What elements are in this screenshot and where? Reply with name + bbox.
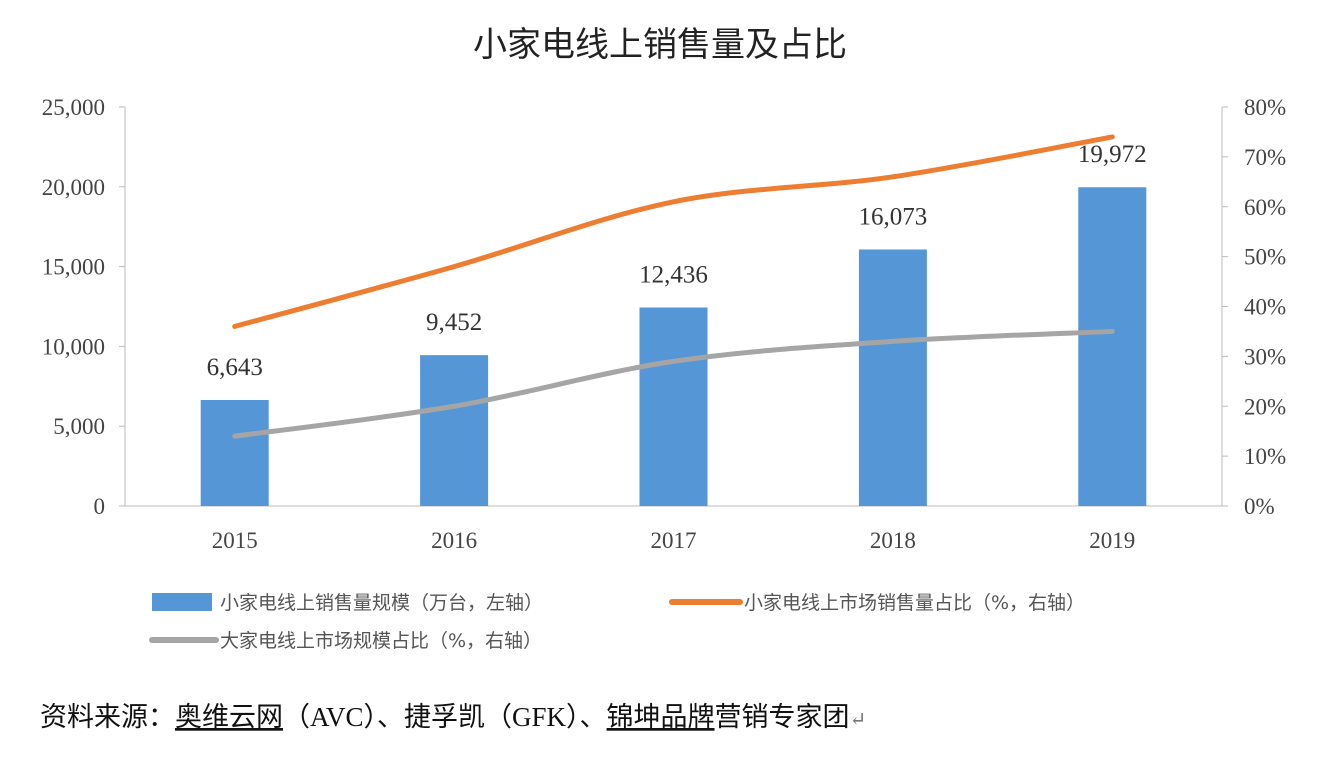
- legend-swatch-bar: [152, 593, 212, 611]
- x-tick-label: 2017: [651, 528, 697, 553]
- right-tick-label: 0%: [1244, 494, 1275, 519]
- bar-2017: [640, 308, 708, 506]
- right-tick-label: 10%: [1244, 444, 1286, 469]
- left-tick-label: 25,000: [42, 95, 105, 120]
- legend-label-bar: 小家电线上销售量规模（万台，左轴）: [220, 592, 543, 614]
- left-tick-label: 5,000: [53, 414, 105, 439]
- source-gfk-name: 捷孚凯: [404, 702, 485, 732]
- x-tick-label: 2016: [431, 528, 477, 553]
- source-jk: 营销专家团: [715, 702, 850, 732]
- left-tick-label: 0: [94, 494, 106, 519]
- data-label: 16,073: [859, 203, 928, 230]
- data-label: 9,452: [426, 309, 482, 336]
- data-label: 6,643: [207, 354, 263, 381]
- source-avc: （AVC）、: [283, 702, 404, 732]
- right-tick-label: 40%: [1244, 295, 1286, 320]
- data-label: 19,972: [1078, 141, 1147, 168]
- source-gfk: （GFK）、: [485, 702, 607, 732]
- source-note: 资料来源：奥维云网（AVC）、捷孚凯（GFK）、锦坤品牌营销专家团↵: [40, 702, 866, 732]
- chart-title: 小家电线上销售量及占比: [473, 25, 847, 65]
- source-jk-name: 锦坤品牌: [607, 702, 715, 732]
- svg-text:资料来源：奥维云网（AVC）、捷孚凯（GFK）、锦坤品牌营销: 资料来源：奥维云网（AVC）、捷孚凯（GFK）、锦坤品牌营销专家团↵: [40, 702, 866, 732]
- source-avc-name: 奥维云网: [175, 702, 283, 732]
- right-tick-label: 20%: [1244, 394, 1286, 419]
- legend: 小家电线上销售量规模（万台，左轴） 小家电线上市场销售量占比（%，右轴） 大家电…: [152, 592, 1085, 652]
- x-tick-label: 2015: [212, 528, 258, 553]
- legend-label-orange: 小家电线上市场销售量占比（%，右轴）: [744, 592, 1085, 614]
- source-prefix: 资料来源：: [40, 702, 175, 732]
- x-tick-label: 2018: [870, 528, 916, 553]
- legend-label-gray: 大家电线上市场规模占比（%，右轴）: [220, 630, 542, 652]
- right-tick-label: 50%: [1244, 245, 1286, 270]
- x-tick-label: 2019: [1089, 528, 1135, 553]
- paragraph-mark: ↵: [850, 709, 867, 731]
- right-tick-label: 30%: [1244, 344, 1286, 369]
- right-tick-label: 60%: [1244, 195, 1286, 220]
- line-series-1: [235, 137, 1113, 327]
- data-label: 12,436: [639, 262, 708, 289]
- left-tick-label: 20,000: [42, 175, 105, 200]
- bar-2015: [201, 400, 269, 506]
- left-tick-label: 15,000: [42, 255, 105, 280]
- bar-2016: [420, 355, 488, 506]
- right-tick-label: 80%: [1244, 95, 1286, 120]
- bar-2018: [859, 249, 927, 506]
- right-tick-label: 70%: [1244, 145, 1286, 170]
- left-tick-label: 10,000: [42, 334, 105, 359]
- bar-2019: [1078, 187, 1146, 506]
